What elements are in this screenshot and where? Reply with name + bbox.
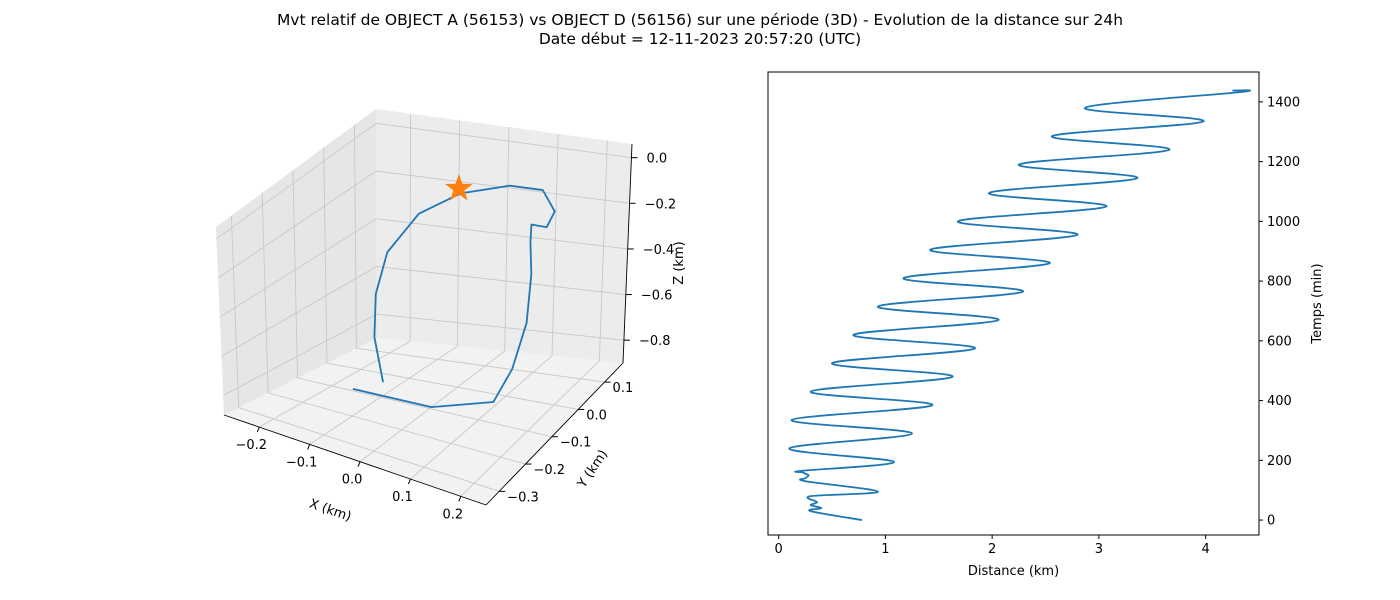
floor-grid-line	[356, 347, 605, 383]
left-wall-grid-line	[230, 215, 240, 408]
x-axis-label: Distance (km)	[968, 564, 1059, 579]
left-wall-grid-line	[221, 266, 377, 357]
x-tick	[357, 461, 361, 467]
x-tick	[307, 444, 311, 450]
y-tick-label: 400	[1267, 394, 1292, 409]
back-wall-grid-line	[598, 140, 608, 361]
floor-grid-line	[238, 407, 500, 492]
figure-title-line2: Date début = 12-11-2023 20:57:20 (UTC)	[538, 30, 862, 48]
left-wall-grid-line	[217, 170, 377, 279]
plot-3d: −0.2 −0.1 0.0 0.1 0.2 −0.3 −0.2 −0.1 0.0 0.1 0.0 −0…	[216, 109, 687, 525]
trajectory-line	[352, 184, 556, 409]
z-tick-label: −0.2	[645, 197, 677, 212]
z-tick-label: 0.0	[646, 152, 667, 167]
x-tick	[407, 478, 411, 485]
y-tick-label: 800	[1267, 275, 1292, 290]
x-tick-label: 0.1	[392, 490, 413, 505]
x-tick-label: 0	[775, 542, 783, 557]
y-tick-label: 1200	[1267, 155, 1300, 170]
x-tick-label: −0.1	[286, 455, 318, 470]
floor-grid-line	[268, 392, 526, 465]
figure-title-line1: Mvt relatif de OBJECT A (56153) vs OBJEC…	[276, 11, 1124, 29]
left-wall-grid-line	[222, 313, 378, 396]
floor-grid-line	[259, 340, 411, 428]
x-tick	[256, 426, 260, 433]
x-tick-label: −0.2	[235, 438, 267, 453]
y-tick-label: 200	[1267, 454, 1292, 469]
left-wall-grid-line	[323, 147, 328, 364]
y-tick-label: 1000	[1267, 215, 1300, 230]
x-tick-label: 4	[1201, 542, 1209, 557]
floor-grid-line	[297, 377, 552, 438]
y-tick-label: −0.1	[560, 436, 592, 451]
left-wall-grid-line	[261, 192, 269, 393]
y-tick-label: 0.1	[613, 381, 634, 396]
plot-distance-time: 0 1 2 3 4 0 200 400 600 800 1000 1200 1400 Distance (…	[767, 71, 1325, 579]
z-tick-label: −0.4	[643, 243, 675, 258]
plot-frame	[767, 71, 1260, 536]
back-wall-grid-line	[551, 133, 559, 356]
y-axis-line	[485, 362, 624, 506]
distance-series-line	[788, 89, 1251, 521]
y-tick-label: −0.2	[534, 463, 566, 478]
floor-grid-line	[410, 355, 553, 480]
left-wall-grid-line	[216, 122, 377, 240]
left-wall-grid-line	[292, 170, 299, 378]
x-axis-label: X (km)	[307, 497, 353, 525]
x-tick	[458, 496, 462, 502]
x-tick-label: 3	[1095, 542, 1103, 557]
z-axis-line	[622, 143, 633, 364]
back-wall-grid-line	[376, 122, 632, 159]
x-tick-label: 0.0	[342, 473, 363, 488]
y-tick-label: −0.3	[507, 490, 539, 505]
left-wall-grid-line	[354, 124, 357, 349]
y-tick-label: 0.0	[586, 408, 607, 423]
y-axis-label: Temps (min)	[1310, 263, 1325, 344]
left-wall-grid-line	[219, 218, 377, 318]
back-wall-pane	[376, 109, 632, 363]
reference-star-marker	[445, 174, 473, 201]
floor-grid-line	[326, 362, 579, 410]
z-tick-label: −0.6	[641, 289, 673, 304]
z-axis-label: Z (km)	[672, 241, 687, 284]
x-axis-line	[223, 414, 487, 506]
back-wall-grid-line	[376, 313, 624, 341]
x-tick-label: 1	[881, 542, 889, 557]
y-tick-label: 0	[1267, 514, 1275, 529]
y-axis-label: Y (km)	[574, 447, 611, 491]
y-tick-label: 600	[1267, 334, 1292, 349]
back-wall-grid-line	[376, 218, 628, 250]
z-tick-label: −0.8	[639, 334, 671, 349]
back-wall-grid-line	[456, 120, 461, 347]
x-tick-label: 2	[988, 542, 996, 557]
back-wall-grid-line	[504, 127, 510, 351]
floor-grid-line	[460, 360, 600, 497]
y-tick-label: 1400	[1267, 95, 1300, 110]
left-wall-pane	[216, 109, 377, 415]
x-tick-label: 0.2	[442, 507, 463, 522]
back-wall-grid-line	[376, 265, 626, 296]
